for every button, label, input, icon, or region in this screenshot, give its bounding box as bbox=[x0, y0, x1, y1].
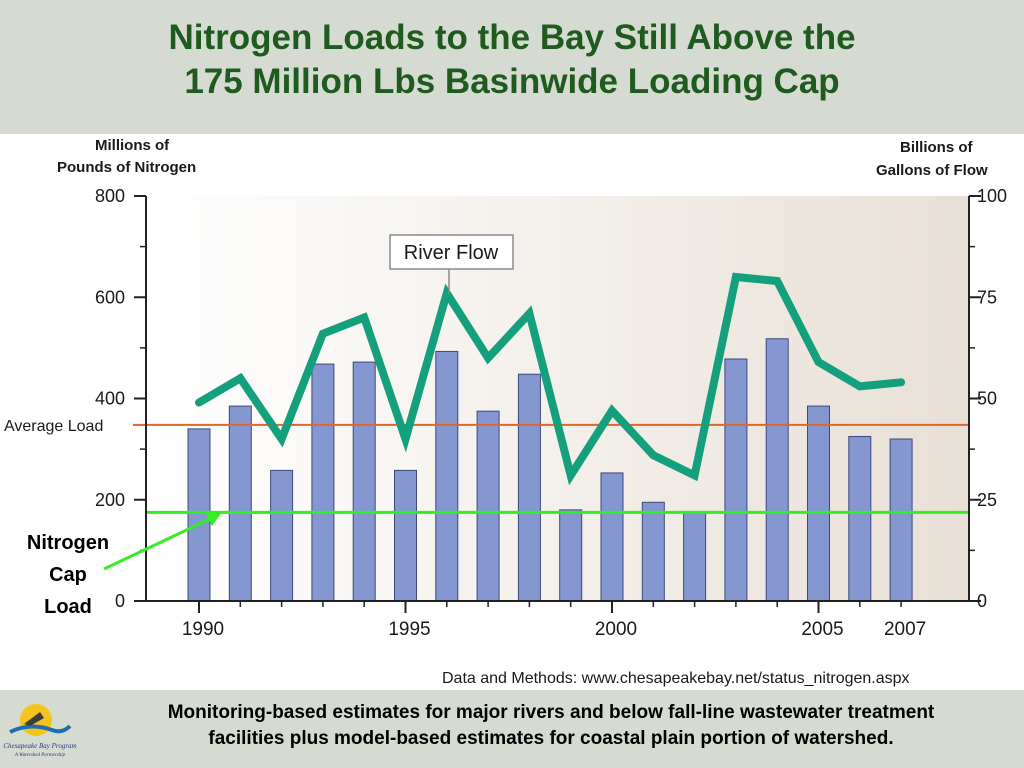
cap-label-line-2: Cap bbox=[49, 564, 87, 586]
cap-arrow-line bbox=[103, 515, 215, 571]
bar-1993 bbox=[311, 363, 335, 602]
bar-2007 bbox=[889, 438, 913, 602]
river-flow-line bbox=[195, 272, 906, 486]
bar-1997 bbox=[476, 410, 500, 602]
x-tick-label-2007: 2007 bbox=[884, 619, 926, 640]
plot-background bbox=[146, 196, 969, 601]
footer-banner: Chesapeake Bay Program A Watershed Partn… bbox=[0, 690, 1024, 768]
title-line-2: 175 Million Lbs Basinwide Loading Cap bbox=[184, 62, 840, 101]
y-left-tick-label-800: 800 bbox=[95, 186, 125, 206]
y-axis-left-title-2: Pounds of Nitrogen bbox=[57, 159, 196, 176]
bar-2001 bbox=[641, 501, 665, 602]
y-right-tick-label-100: 100 bbox=[977, 186, 1007, 206]
y-right-tick-label-75: 75 bbox=[977, 287, 997, 307]
bar-1999 bbox=[559, 509, 583, 602]
title-line-1: Nitrogen Loads to the Bay Still Above th… bbox=[168, 18, 856, 57]
y-axis-left-title-1: Millions of bbox=[95, 137, 170, 154]
y-left-tick-label-400: 400 bbox=[95, 389, 125, 409]
y-axis-right-title-1: Billions of bbox=[900, 139, 974, 156]
bar-2004 bbox=[765, 338, 789, 602]
bar-2006 bbox=[848, 435, 872, 602]
y-right-tick-label-25: 25 bbox=[977, 490, 997, 510]
river-flow-callout-box bbox=[389, 234, 514, 270]
cap-label-line-1: Nitrogen bbox=[27, 532, 109, 554]
source-note: Data and Methods: www.chesapeakebay.net/… bbox=[442, 670, 910, 687]
y-left-tick-label-0: 0 bbox=[115, 591, 125, 611]
bar-2002 bbox=[683, 511, 707, 602]
bar-1992 bbox=[270, 469, 294, 602]
bar-2000 bbox=[600, 472, 624, 602]
bar-1994 bbox=[352, 361, 376, 602]
bar-1998 bbox=[517, 373, 541, 602]
bar-1991 bbox=[228, 405, 252, 602]
footer-note: Monitoring-based estimates for major riv… bbox=[84, 700, 1018, 752]
x-tick-label-2000: 2000 bbox=[595, 619, 637, 640]
y-right-tick-label-0: 0 bbox=[977, 591, 987, 611]
logo-text: Chesapeake Bay Program bbox=[3, 742, 76, 750]
y-axis-right-title-2: Gallons of Flow bbox=[876, 162, 988, 179]
footer-line-1: Monitoring-based estimates for major riv… bbox=[167, 702, 935, 723]
footer-line-2: facilities plus model-based estimates fo… bbox=[208, 728, 894, 749]
nitrogen-chart: Millions of Pounds of Nitrogen Billions … bbox=[4, 137, 1007, 687]
cap-arrow-head bbox=[206, 512, 222, 526]
x-tick-label-1990: 1990 bbox=[182, 619, 224, 640]
y-left-tick-label-600: 600 bbox=[95, 287, 125, 307]
x-tick-label-2005: 2005 bbox=[801, 619, 843, 640]
chart-area: Millions of Pounds of Nitrogen Billions … bbox=[0, 134, 1024, 690]
bar-1996 bbox=[435, 350, 459, 602]
river-flow-callout-label: River Flow bbox=[404, 242, 499, 264]
chesapeake-bay-program-logo: Chesapeake Bay Program A Watershed Partn… bbox=[0, 696, 80, 762]
y-right-tick-label-50: 50 bbox=[977, 389, 997, 409]
x-tick-label-1995: 1995 bbox=[388, 619, 430, 640]
y-left-tick-label-200: 200 bbox=[95, 490, 125, 510]
page-title: Nitrogen Loads to the Bay Still Above th… bbox=[0, 16, 1024, 104]
bar-1995 bbox=[394, 469, 417, 602]
bar-2005 bbox=[807, 405, 830, 602]
average-load-label: Average Load bbox=[4, 418, 103, 435]
cap-label-line-3: Load bbox=[44, 596, 92, 618]
logo-tagline: A Watershed Partnership bbox=[14, 753, 66, 758]
header-banner: Nitrogen Loads to the Bay Still Above th… bbox=[0, 0, 1024, 134]
bar-2003 bbox=[724, 358, 748, 602]
